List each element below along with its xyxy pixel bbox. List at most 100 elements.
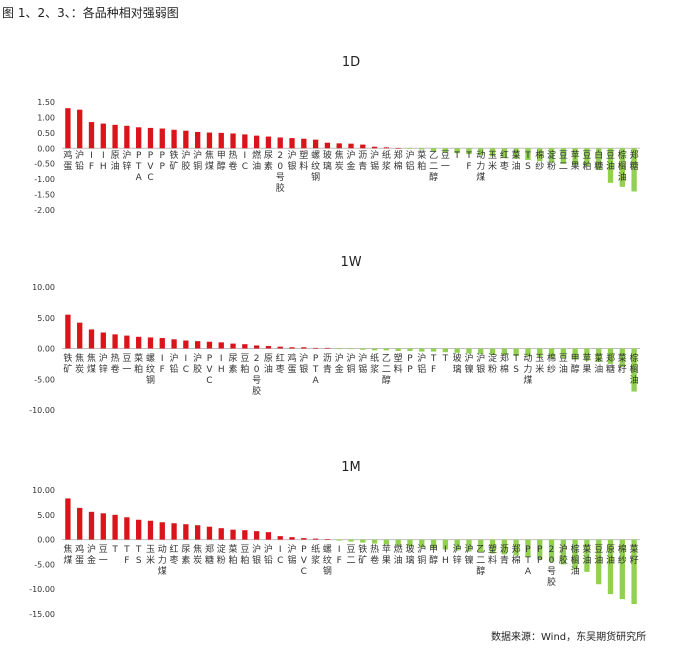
category-label: 豆一 <box>441 150 450 172</box>
bar <box>454 148 460 154</box>
bar <box>560 539 566 565</box>
category-label: 豆粕 <box>582 150 591 172</box>
bar <box>124 517 130 540</box>
y-tick-label: -5.00 <box>34 375 55 384</box>
bar <box>407 539 413 547</box>
bar <box>77 109 83 149</box>
category-label: 苹果 <box>571 149 580 172</box>
category-label: 玉米 <box>488 150 497 172</box>
bar <box>501 348 508 356</box>
category-label: 沥青 <box>323 353 332 375</box>
bar <box>525 539 531 557</box>
y-tick-label: 0.50 <box>37 129 55 138</box>
category-label: 塑料 <box>488 544 497 566</box>
chart-1d: 1D 1.50 1.00 0.50 0.00 -0.50 -1.00 -1.50 -2.00 鸡蛋… <box>34 55 640 215</box>
bar <box>619 148 625 187</box>
bar <box>147 127 154 149</box>
category-label: 沥青 <box>358 150 367 172</box>
y-tick-label: 0.00 <box>37 345 55 354</box>
bar <box>324 539 331 540</box>
category-label: 焦炭 <box>335 149 344 172</box>
category-label: 沪锌 <box>99 352 108 375</box>
bar <box>430 539 437 549</box>
bar <box>395 147 401 149</box>
category-label: 鸡蛋 <box>63 149 72 172</box>
bar <box>301 347 307 349</box>
bar <box>360 539 366 543</box>
category-label: 红枣 <box>500 149 509 172</box>
source-note: 数据来源：Wind，东吴期货研究所 <box>491 632 647 643</box>
bar <box>194 131 201 149</box>
category-label: 铁矿 <box>63 352 72 375</box>
bar <box>100 332 106 349</box>
bar <box>312 538 319 540</box>
category-label: 沪镍 <box>464 352 473 375</box>
y-tick-label: 0.00 <box>37 144 55 153</box>
bar <box>277 137 283 149</box>
bar <box>242 134 248 149</box>
category-label: 纸浆 <box>370 352 379 375</box>
bar <box>206 526 213 540</box>
bar <box>112 124 118 149</box>
bar <box>324 347 331 349</box>
category-label: T <box>111 545 118 555</box>
chart-1m: 1M 10.00 5.00 0.00 -5.00 -10.00 -15.00 焦煤鸡蛋沪金豆一… <box>29 460 640 619</box>
category-label: 热卷 <box>370 543 379 566</box>
category-label: 沪铜 <box>417 543 426 566</box>
chart-title: 1M <box>341 460 361 475</box>
bar <box>407 348 413 351</box>
y-tick-label: -5.00 <box>34 560 55 569</box>
bar <box>88 122 95 149</box>
bar <box>513 539 519 556</box>
category-label: 玻璃 <box>323 149 332 172</box>
bar <box>537 348 543 358</box>
category-label: 甲醇 <box>429 544 438 566</box>
category-label: 菜油 <box>582 543 591 566</box>
bar <box>537 148 543 162</box>
category-label: 菜粕 <box>134 352 143 375</box>
category-label: 沪铝 <box>405 149 414 172</box>
bar <box>336 348 342 350</box>
bar <box>631 539 637 605</box>
category-label: 沪锡 <box>288 543 297 566</box>
bar <box>631 348 637 392</box>
category-label: 棉纱 <box>547 352 556 375</box>
bar <box>183 340 189 349</box>
bar <box>348 539 354 542</box>
category-label: 红枣 <box>170 543 179 566</box>
bar <box>584 539 590 572</box>
bar <box>607 348 614 364</box>
y-tick-label: 5.00 <box>37 511 55 520</box>
bar <box>596 539 602 585</box>
category-label: 尿素 <box>264 150 273 172</box>
category-label: 螺纹钢 <box>311 150 320 183</box>
y-tick-label: 0.00 <box>37 536 55 545</box>
bar <box>419 348 425 352</box>
bar <box>525 348 531 357</box>
category-label: 乙二醇 <box>476 544 485 577</box>
category-label: 纸浆 <box>382 149 391 172</box>
y-tick-label: -1.50 <box>34 191 55 200</box>
bar <box>548 539 555 562</box>
category-label: 原油 <box>264 353 273 375</box>
bar <box>136 519 142 540</box>
bar <box>88 329 95 349</box>
bar <box>489 539 496 554</box>
category-label: 玉米 <box>535 353 544 375</box>
category-label: 2 0 号胶 <box>252 354 261 397</box>
bar <box>348 348 354 350</box>
bar <box>277 346 283 349</box>
category-label: 原油 <box>111 150 120 172</box>
category-label: 苹果 <box>582 352 591 375</box>
category-label: 燃油 <box>394 543 403 566</box>
bar <box>371 539 378 544</box>
bar <box>336 539 342 541</box>
